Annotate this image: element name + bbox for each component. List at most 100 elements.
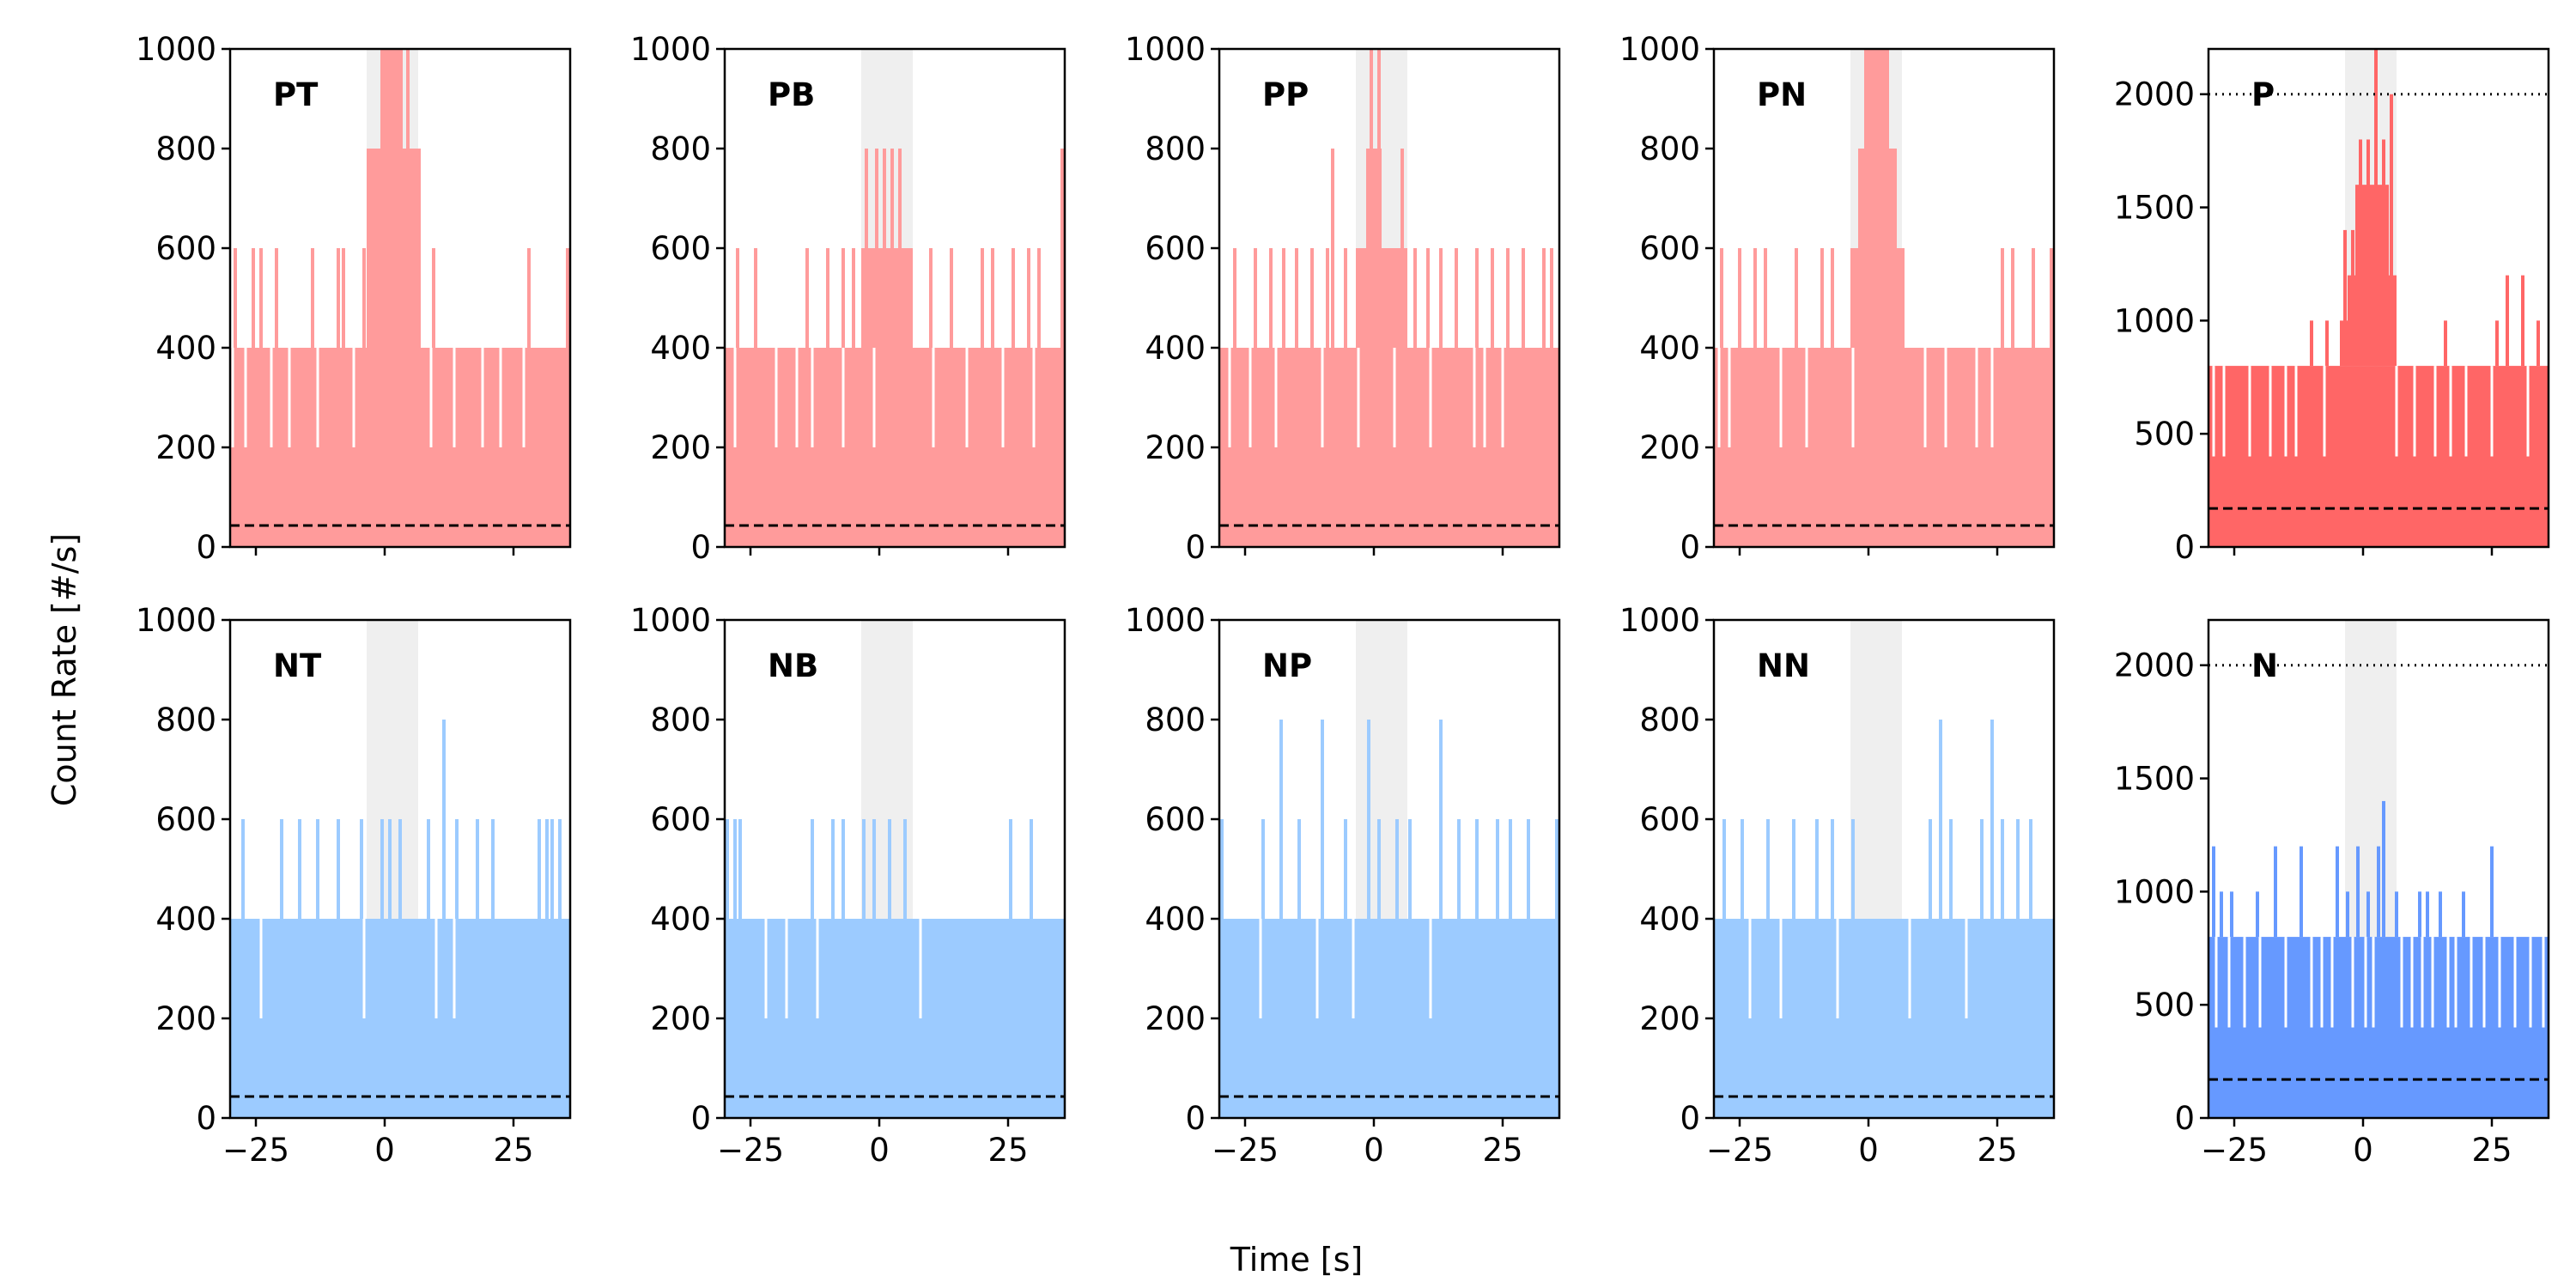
dip: [2396, 366, 2398, 456]
panel-pt: 0 200 400 600 800 1000 PT: [136, 31, 570, 566]
burst-step: [1356, 248, 1366, 348]
spike: [2377, 847, 2380, 937]
x-tick-label: −25: [222, 1132, 289, 1169]
y-tick-label: 2000: [2114, 76, 2195, 113]
burst-step: [1889, 149, 1897, 348]
y-tick-label: 500: [2134, 416, 2195, 453]
dip: [1430, 919, 1432, 1018]
series-fill: [1219, 919, 1559, 1118]
spike: [1344, 248, 1347, 348]
spike: [1310, 248, 1314, 348]
y-tick-label: 0: [1680, 529, 1700, 566]
plot-area-pp: [1219, 49, 1559, 547]
y-tick-label: 600: [1145, 230, 1206, 267]
dip: [1249, 348, 1252, 447]
y-tick-label: 800: [155, 131, 216, 167]
spike: [831, 819, 835, 919]
y-tick-label: 0: [1185, 1100, 1206, 1137]
dip: [453, 919, 456, 1018]
spike: [311, 248, 314, 348]
spike: [1030, 819, 1033, 919]
panel-title: NP: [1262, 647, 1312, 684]
spike: [1060, 149, 1064, 348]
spike: [2395, 891, 2398, 937]
spike: [2325, 320, 2329, 366]
plot-area-np: [1219, 620, 1559, 1118]
spike: [2212, 847, 2215, 937]
y-tick-label: 600: [1639, 801, 1700, 838]
y-tick-label: 1500: [2114, 190, 2195, 227]
spike: [1457, 819, 1461, 919]
spike: [2366, 891, 2370, 937]
y-tick-label: 400: [650, 330, 711, 367]
dip: [2311, 937, 2313, 1027]
spike: [2274, 847, 2277, 937]
spike: [234, 248, 237, 348]
panel-title: PN: [1757, 76, 1807, 113]
dip: [811, 348, 814, 447]
burst-spike: [1864, 49, 1868, 348]
series-fill: [1714, 919, 2054, 1118]
spike: [476, 819, 479, 919]
spike: [2521, 276, 2524, 366]
y-axis-label: Count Rate [#/s]: [46, 533, 83, 806]
spike: [1326, 248, 1329, 348]
spike: [2356, 847, 2360, 937]
burst-spike: [890, 149, 894, 348]
spike: [841, 248, 845, 348]
y-tick-label: 1000: [630, 31, 711, 68]
spike: [1321, 720, 1324, 919]
y-tick-label: 1000: [2114, 302, 2195, 339]
dip: [2365, 937, 2367, 1027]
spike: [1439, 720, 1443, 919]
dip: [2421, 937, 2424, 1027]
spike: [2495, 320, 2499, 366]
spike: [1949, 819, 1953, 919]
panel-title: PB: [768, 76, 815, 113]
x-tick-label: 0: [869, 1132, 890, 1169]
spike: [362, 248, 366, 348]
y-tick-label: 0: [2174, 1100, 2195, 1137]
burst-spike: [380, 49, 384, 348]
panel-nt: 02004006008001000−25 0 25NT: [136, 602, 570, 1169]
plot-area-pn: [1714, 49, 2054, 547]
dip: [482, 348, 484, 447]
spike: [275, 248, 278, 348]
dip: [817, 919, 819, 1018]
dip: [1358, 348, 1360, 447]
spike: [738, 819, 742, 919]
spike: [1815, 819, 1819, 919]
spike: [432, 248, 435, 348]
spike: [2462, 891, 2465, 937]
dip: [2414, 366, 2416, 456]
spike: [1009, 819, 1012, 919]
dip: [765, 919, 768, 1018]
spike: [2220, 891, 2223, 937]
spike: [1413, 248, 1417, 348]
x-tick-label: 25: [1977, 1132, 2017, 1169]
panel-pb: 02004006008001000PB: [630, 31, 1065, 566]
dip: [2530, 937, 2532, 1027]
spike: [1475, 819, 1479, 919]
spike: [1820, 248, 1824, 348]
spike: [1297, 819, 1301, 919]
y-tick-label: 0: [1185, 529, 1206, 566]
spike: [1408, 819, 1412, 919]
dip: [289, 348, 291, 447]
spike: [550, 819, 554, 919]
spike: [1475, 248, 1479, 348]
dip: [2465, 366, 2468, 456]
dip: [2269, 366, 2272, 456]
burst-spike: [883, 149, 886, 348]
dip: [260, 919, 263, 1018]
spike: [241, 819, 245, 919]
spike: [2001, 819, 2004, 919]
spike: [2382, 801, 2385, 937]
spike: [388, 819, 392, 919]
dip: [1352, 919, 1355, 1018]
y-tick-label: 500: [2134, 987, 2195, 1024]
burst-spike: [2366, 139, 2370, 366]
burst-spike: [1880, 49, 1883, 348]
plot-area-pt: [230, 49, 570, 547]
